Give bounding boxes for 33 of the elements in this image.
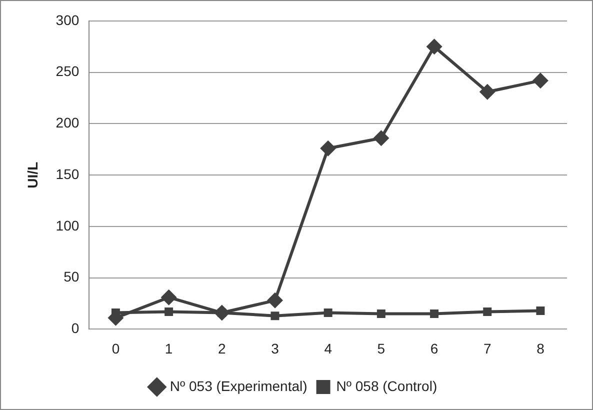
point xyxy=(532,72,548,89)
point xyxy=(536,306,545,315)
x-tick-label: 6 xyxy=(430,340,438,356)
point xyxy=(320,140,336,156)
y-tick-label: 0 xyxy=(71,320,80,336)
point xyxy=(479,84,496,100)
y-tick-label: 300 xyxy=(56,12,80,28)
point xyxy=(266,292,283,308)
x-tick-label: 4 xyxy=(324,340,332,356)
point xyxy=(483,307,492,316)
point xyxy=(373,130,390,146)
point xyxy=(430,310,439,318)
legend-label: Nº 053 (Experimental) xyxy=(170,378,308,394)
x-tick-label: 2 xyxy=(218,340,226,356)
x-tick-label: 7 xyxy=(483,340,492,356)
x-tick-label: 1 xyxy=(164,340,173,356)
y-tick-label: 250 xyxy=(56,63,80,80)
y-tick-label: 150 xyxy=(56,166,80,182)
x-tick-label: 8 xyxy=(536,340,545,356)
y-axis-title: UI/L xyxy=(24,161,40,188)
x-tick-label: 0 xyxy=(112,340,120,356)
point xyxy=(164,307,174,316)
legend-label: Nº 058 (Control) xyxy=(336,378,438,394)
point xyxy=(376,310,386,318)
x-tick-label: 3 xyxy=(271,340,280,356)
point xyxy=(160,289,177,306)
y-tick-label: 200 xyxy=(56,114,80,131)
y-tick-label: 50 xyxy=(64,268,80,285)
point xyxy=(324,308,332,318)
point xyxy=(426,38,442,55)
point xyxy=(270,312,280,320)
x-tick-label: 5 xyxy=(377,340,386,356)
y-tick-label: 100 xyxy=(56,217,80,234)
